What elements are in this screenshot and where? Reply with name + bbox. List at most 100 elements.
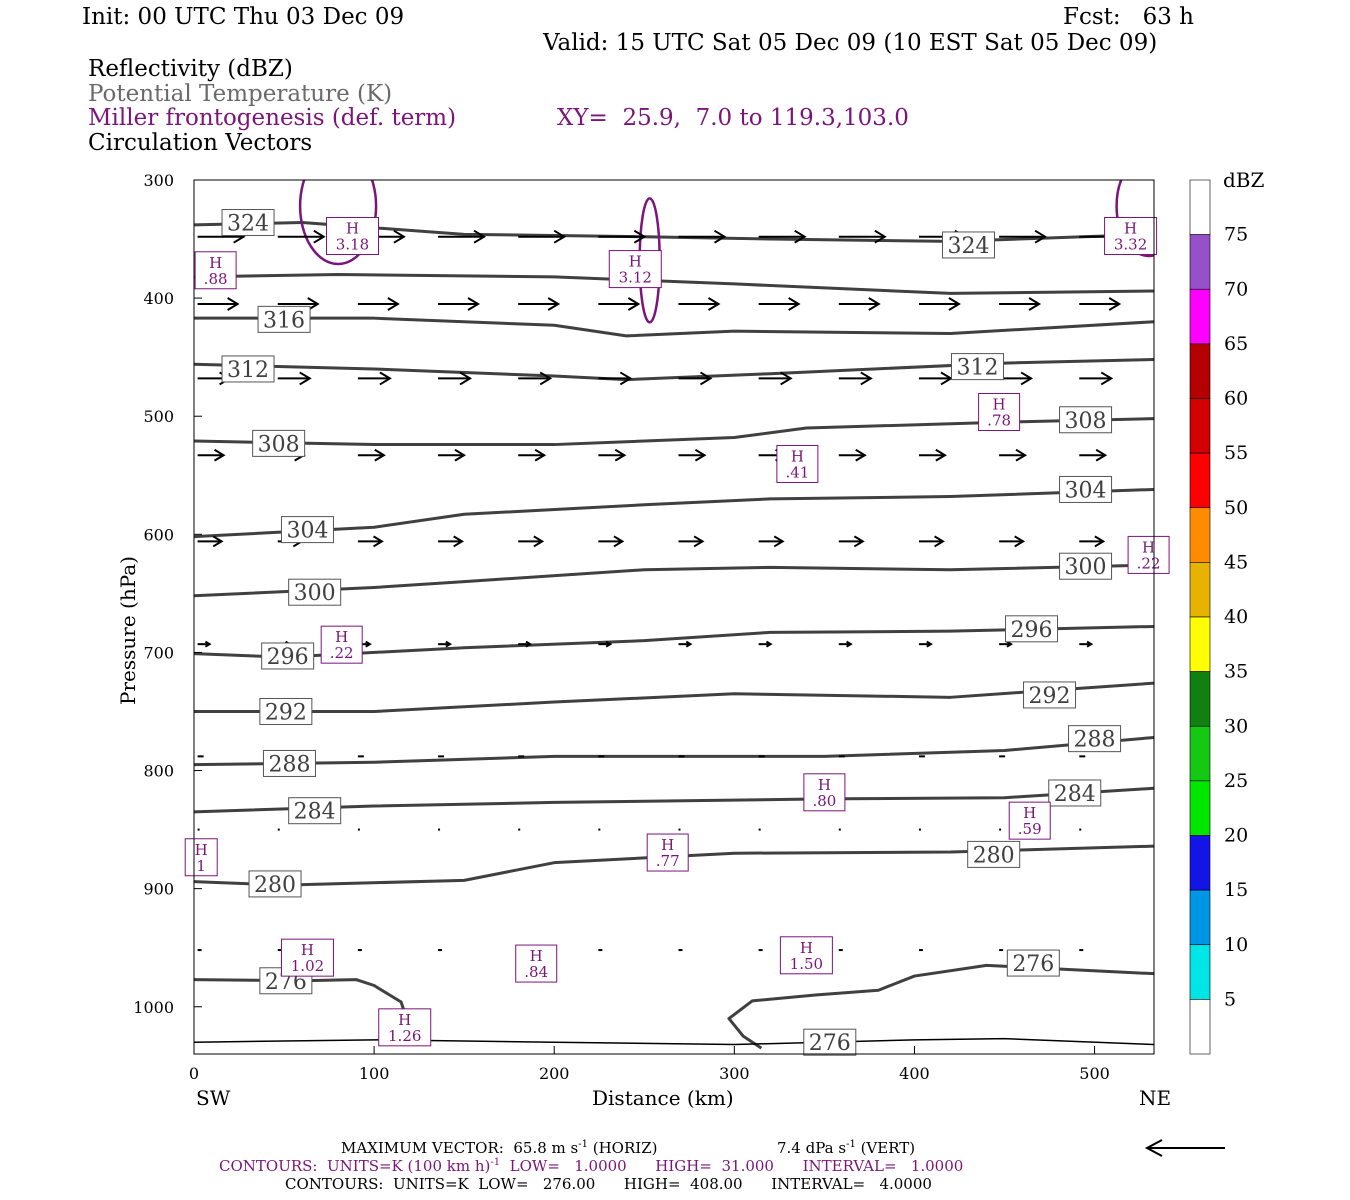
svg-text:H: H xyxy=(1142,538,1155,556)
field-reflectivity: Reflectivity (dBZ) xyxy=(88,56,293,82)
theta-contour-320 xyxy=(194,272,1154,295)
svg-text:304: 304 xyxy=(286,519,328,544)
svg-text:3.32: 3.32 xyxy=(1114,236,1147,254)
colorbar-tick-label: 5 xyxy=(1224,988,1236,1010)
y-tick-label: 500 xyxy=(143,407,174,426)
svg-text:.80: .80 xyxy=(812,792,836,810)
svg-text:1: 1 xyxy=(196,857,206,875)
contour-label: 288 xyxy=(1068,725,1122,753)
svg-text:276: 276 xyxy=(1012,952,1054,977)
circulation-vector xyxy=(518,640,533,648)
circulation-vector xyxy=(598,371,633,386)
svg-text:H: H xyxy=(346,220,359,238)
frontogenesis-max: H1.26 xyxy=(378,1008,432,1047)
contour-label: 312 xyxy=(221,355,275,383)
circulation-vector xyxy=(999,535,1026,548)
frontogenesis-max: H3.18 xyxy=(325,217,379,256)
contour-label: 300 xyxy=(1059,552,1113,580)
contour-label: 276 xyxy=(1006,949,1060,977)
frontogenesis-contour xyxy=(298,180,378,266)
circulation-vector xyxy=(678,371,713,386)
colorbar-swatch xyxy=(1189,398,1211,454)
frontogenesis-max: H.59 xyxy=(1008,801,1051,840)
colorbar-tick-label: 55 xyxy=(1224,442,1248,464)
svg-text:.78: .78 xyxy=(987,411,1011,429)
circulation-vector xyxy=(918,640,933,648)
contour-label: 300 xyxy=(288,578,342,606)
circulation-vector xyxy=(1079,535,1106,548)
x-end-label-right: NE xyxy=(1139,1086,1172,1110)
svg-text:3.12: 3.12 xyxy=(619,269,652,287)
circulation-vector xyxy=(1079,448,1108,462)
reference-vector xyxy=(1144,1139,1225,1157)
svg-text:.88: .88 xyxy=(204,270,228,288)
frontogenesis-contour xyxy=(1115,180,1154,258)
svg-text:284: 284 xyxy=(1054,782,1096,807)
colorbar-swatch xyxy=(1189,452,1211,509)
circulation-vector xyxy=(438,229,486,244)
circulation-vector xyxy=(918,448,947,462)
colorbar-tick-label: 75 xyxy=(1224,224,1248,246)
circulation-vector xyxy=(999,371,1034,386)
theta-contour-288 xyxy=(194,735,1154,767)
circulation-vector xyxy=(1079,371,1114,386)
circulation-vector xyxy=(438,535,464,548)
svg-text:.77: .77 xyxy=(656,852,680,870)
x-tick-label: 100 xyxy=(359,1064,390,1083)
contour-label: 292 xyxy=(259,697,313,725)
circulation-vector xyxy=(838,448,867,462)
svg-text:280: 280 xyxy=(973,843,1015,868)
svg-text:308: 308 xyxy=(1065,409,1107,434)
circulation-vector xyxy=(598,297,641,311)
theta-contour-300 xyxy=(194,563,1154,598)
frontogenesis-max: H.88 xyxy=(194,251,237,290)
circulation-vector xyxy=(197,297,240,311)
colorbar-swatch xyxy=(1189,288,1211,345)
frontogenesis-max: H1.50 xyxy=(779,936,833,975)
svg-text:H: H xyxy=(1124,220,1137,238)
footer-contours-fronto: CONTOURS: UNITS=K (100 km h)-1 LOW= 1.00… xyxy=(219,1157,964,1175)
svg-text:296: 296 xyxy=(1011,618,1053,643)
circulation-vector xyxy=(1079,640,1094,648)
svg-text:3.18: 3.18 xyxy=(336,236,369,254)
circulation-vector xyxy=(357,535,384,548)
circulation-vector xyxy=(838,640,853,648)
circulation-vector xyxy=(1159,642,1171,647)
circulation-vector xyxy=(678,640,693,648)
frontogenesis-max: H.22 xyxy=(320,625,363,664)
colorbar-swatch xyxy=(1189,889,1211,946)
frontogenesis-max: H1 xyxy=(184,838,218,877)
colorbar-tick-label: 35 xyxy=(1224,661,1248,683)
contour-label: 316 xyxy=(257,305,311,333)
frontogenesis-max: H.78 xyxy=(978,392,1021,431)
frontogenesis-max: H1.02 xyxy=(280,938,334,977)
circulation-vector xyxy=(999,448,1028,462)
contour-label: 276 xyxy=(803,1028,857,1056)
frontogenesis-maxima: H.88H3.18H3.12H3.32H.78H.41H.22H.22H.80H… xyxy=(184,217,1170,1047)
y-tick-label: 700 xyxy=(143,643,174,662)
theta-contour-312 xyxy=(194,358,1154,382)
colorbar-tick-label: 40 xyxy=(1224,606,1248,628)
colorbar-swatch xyxy=(1189,616,1211,672)
theta-contour-276 xyxy=(727,963,1154,1050)
circulation-vector xyxy=(518,448,547,462)
forecast-hour: Fcst: 63 h xyxy=(1063,4,1194,30)
circulation-vector xyxy=(838,535,865,548)
circulation-vector xyxy=(678,229,727,244)
y-tick-label: 800 xyxy=(143,762,174,781)
contour-label: 308 xyxy=(252,429,306,457)
x-tick-label: 500 xyxy=(1079,1064,1110,1083)
colorbar-swatch xyxy=(1189,562,1211,618)
svg-text:H: H xyxy=(1023,804,1036,822)
circulation-vector xyxy=(357,448,386,462)
y-tick-label: 300 xyxy=(143,171,174,190)
frontogenesis-max: H.84 xyxy=(515,944,558,983)
contour-label: 296 xyxy=(1005,615,1059,643)
x-tick-label: 0 xyxy=(189,1064,199,1083)
contour-labels: 324 324 316 312 312 308 308 304 304 300 300 296 296 2… xyxy=(221,209,1122,1056)
colorbar-swatch xyxy=(1189,179,1211,235)
theta-contour-316 xyxy=(194,316,1154,338)
circulation-vector xyxy=(357,371,392,386)
colorbar-tick-label: 70 xyxy=(1224,278,1248,300)
